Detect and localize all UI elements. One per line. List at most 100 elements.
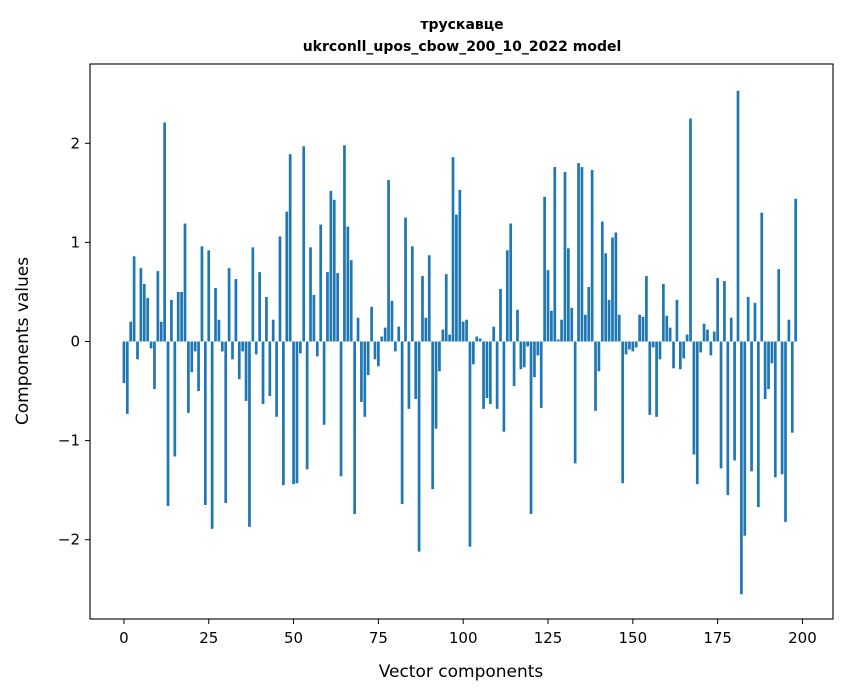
bar [139,268,143,342]
bar [237,341,241,380]
x-tick-label: 150 [619,629,648,647]
x-tick-label: 125 [534,629,563,647]
bar [621,341,625,484]
bar [193,341,197,352]
bar [763,341,767,399]
bar [573,341,577,464]
bar [553,167,557,342]
bar [753,302,757,342]
bar [254,341,258,355]
bar [417,341,421,552]
y-tick-label: 2 [70,134,80,152]
bar [444,274,448,342]
bar [231,341,234,360]
bar [668,327,672,342]
bar [773,341,777,478]
bar [600,221,604,342]
bar [550,310,553,342]
bar [512,341,516,387]
x-tick-label: 100 [449,629,478,647]
bar [631,341,635,352]
y-tick-label: 0 [70,333,80,351]
bar [648,341,652,415]
bar [210,341,214,529]
bar [346,226,350,342]
bar [516,309,519,342]
bar [580,167,584,342]
x-axis-label: Vector components [379,662,544,682]
bar [461,321,465,342]
bar [695,341,699,485]
bar [400,341,404,505]
bar [292,341,295,485]
bar [655,341,658,417]
bar [699,341,703,353]
bar [689,118,692,342]
bar [187,341,190,413]
bar [509,223,513,342]
bar [767,341,770,390]
bar [543,196,546,342]
bar [319,224,323,342]
bar [421,276,424,342]
x-tick-label: 25 [199,629,218,647]
bar [248,341,251,527]
bar [672,341,675,369]
bar [716,278,719,342]
bar [702,323,706,342]
bar [743,341,747,536]
bar [587,286,591,342]
bar [492,326,496,342]
bar [336,273,340,342]
bar [295,341,299,484]
bar [455,214,458,342]
y-tick-label: −1 [58,432,80,450]
bar [611,237,614,342]
bar [448,334,451,342]
bar [410,246,414,342]
bar [125,341,129,414]
bar [597,341,601,372]
bar [790,341,794,433]
bar [312,294,316,342]
bar [665,315,669,342]
bar [146,297,150,342]
bar [159,321,163,342]
bar [156,271,160,342]
bar [258,272,261,342]
bar [326,272,329,342]
bar [746,296,750,342]
bar [607,299,611,342]
bar [200,246,204,342]
bar [207,250,211,342]
bar [750,341,753,472]
bar [153,341,156,390]
bar [634,341,638,348]
bar [309,247,312,342]
bar [465,319,468,342]
bar [366,341,370,376]
bar [305,341,309,470]
bar [353,341,356,514]
bar [173,341,177,457]
x-tick-label: 175 [703,629,732,647]
y-axis-ticks: −2 −1 0 1 2 [58,134,90,549]
bar [393,341,397,352]
bar [787,319,791,342]
bar [726,341,730,496]
bar [594,341,597,411]
bar [733,341,736,461]
bar [271,319,275,342]
bar [377,341,380,367]
bar [770,341,774,364]
bar [261,341,265,404]
bar [740,341,743,595]
bar [570,307,574,342]
bar [451,157,455,342]
bar [190,341,194,373]
bar [397,326,401,342]
bar [675,299,679,342]
bar [329,190,333,342]
bar [434,341,438,429]
